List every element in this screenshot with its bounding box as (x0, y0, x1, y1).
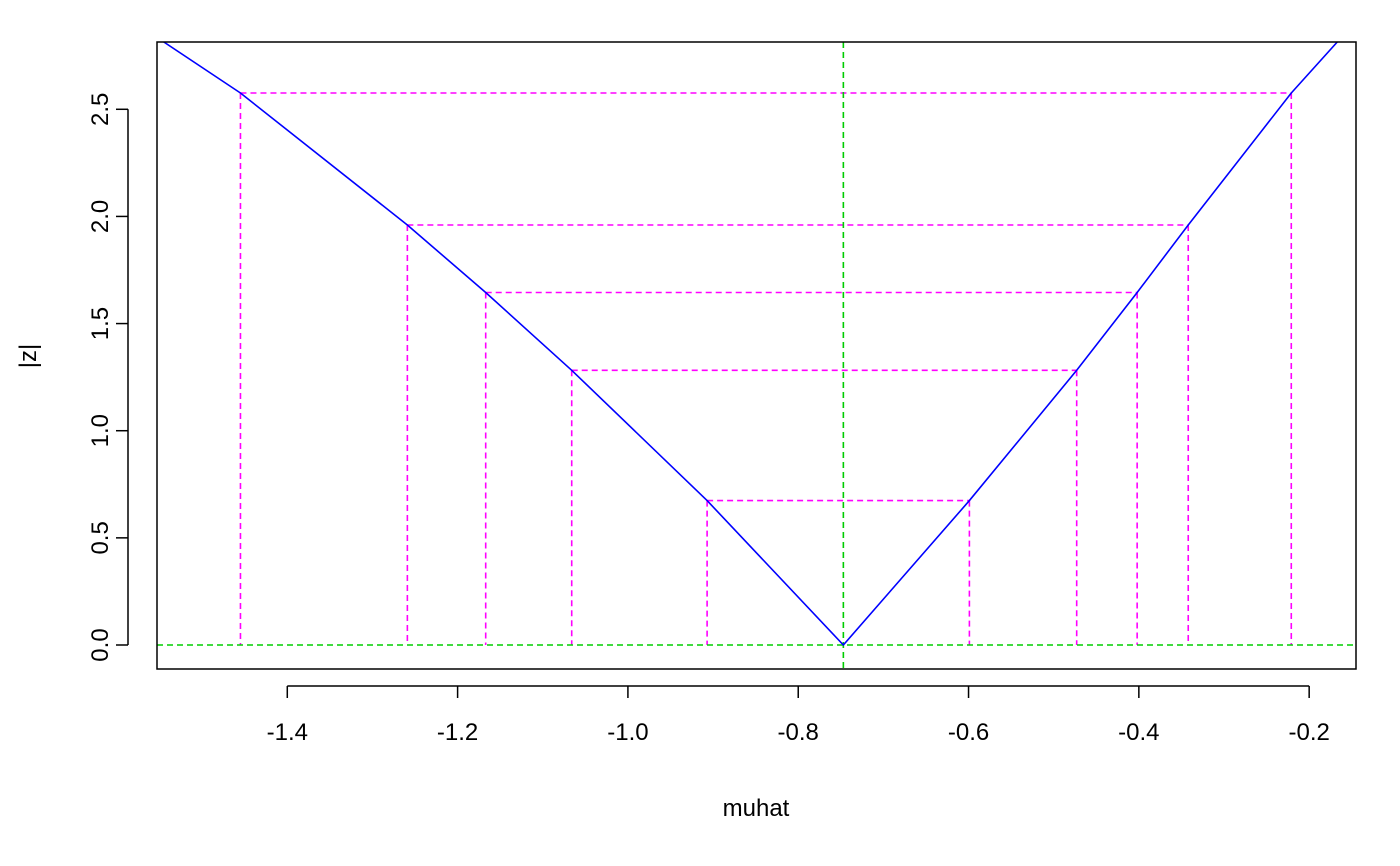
x-tick-label: -1.2 (437, 719, 478, 746)
x-tick-label: -1.4 (267, 719, 308, 746)
y-axis: 0.0 0.5 1.0 1.5 2.0 2.5 (87, 93, 129, 662)
y-tick-label: 1.0 (87, 414, 114, 447)
x-tick-label: -0.2 (1288, 719, 1329, 746)
y-tick-label: 0.0 (87, 628, 114, 661)
x-tick-label: -1.0 (607, 719, 648, 746)
x-tick-label: -0.8 (778, 719, 819, 746)
plot-frame (156, 41, 1357, 670)
y-tick-label: 2.0 (87, 200, 114, 233)
plot-area (157, 42, 1356, 669)
series-line-0 (163, 42, 1338, 646)
x-tick-label: -0.4 (1118, 719, 1159, 746)
y-axis-title: |z| (15, 344, 42, 368)
x-tick-label: -0.6 (948, 719, 989, 746)
y-tick-label: 1.5 (87, 307, 114, 340)
y-tick-label: 0.5 (87, 521, 114, 554)
y-tick-label: 2.5 (87, 93, 114, 126)
x-axis: -1.4 -1.2 -1.0 -0.8 -0.6 -0.4 -0.2 (267, 685, 1330, 746)
x-axis-title: muhat (723, 795, 790, 822)
